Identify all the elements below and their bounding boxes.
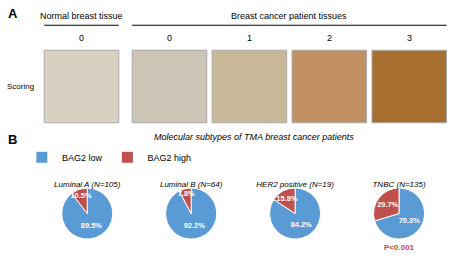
svg-text:7.8%: 7.8% [178, 189, 195, 198]
svg-text:29.7%: 29.7% [377, 200, 398, 209]
svg-text:P<0.001: P<0.001 [384, 243, 415, 252]
svg-text:84.2%: 84.2% [291, 220, 312, 229]
svg-text:2: 2 [327, 33, 332, 43]
svg-text:0: 0 [79, 33, 84, 43]
svg-text:HER2 positive (N=19): HER2 positive (N=19) [256, 180, 334, 189]
svg-text:Scoring: Scoring [7, 82, 34, 91]
svg-text:15.8%: 15.8% [276, 194, 297, 203]
svg-text:10.5%: 10.5% [70, 191, 91, 200]
svg-text:1: 1 [247, 33, 252, 43]
svg-text:Normal breast tissue: Normal breast tissue [40, 11, 123, 21]
svg-text:92.2%: 92.2% [184, 221, 205, 230]
svg-text:TNBC (N=135): TNBC (N=135) [372, 180, 425, 189]
svg-text:Luminal B (N=64): Luminal B (N=64) [160, 180, 223, 189]
svg-text:B: B [8, 132, 17, 147]
svg-text:BAG2 high: BAG2 high [147, 153, 191, 163]
svg-text:89.5%: 89.5% [81, 221, 102, 230]
svg-text:0: 0 [167, 33, 172, 43]
svg-text:Luminal A (N=105): Luminal A (N=105) [54, 180, 121, 189]
svg-text:70.3%: 70.3% [399, 216, 420, 225]
svg-text:A: A [8, 6, 18, 21]
svg-text:Molecular subtypes of TMA brea: Molecular subtypes of TMA breast cancer … [154, 132, 354, 142]
svg-text:Breast cancer patient tissues: Breast cancer patient tissues [231, 11, 347, 21]
svg-text:BAG2 low: BAG2 low [62, 153, 103, 163]
svg-text:3: 3 [407, 33, 412, 43]
